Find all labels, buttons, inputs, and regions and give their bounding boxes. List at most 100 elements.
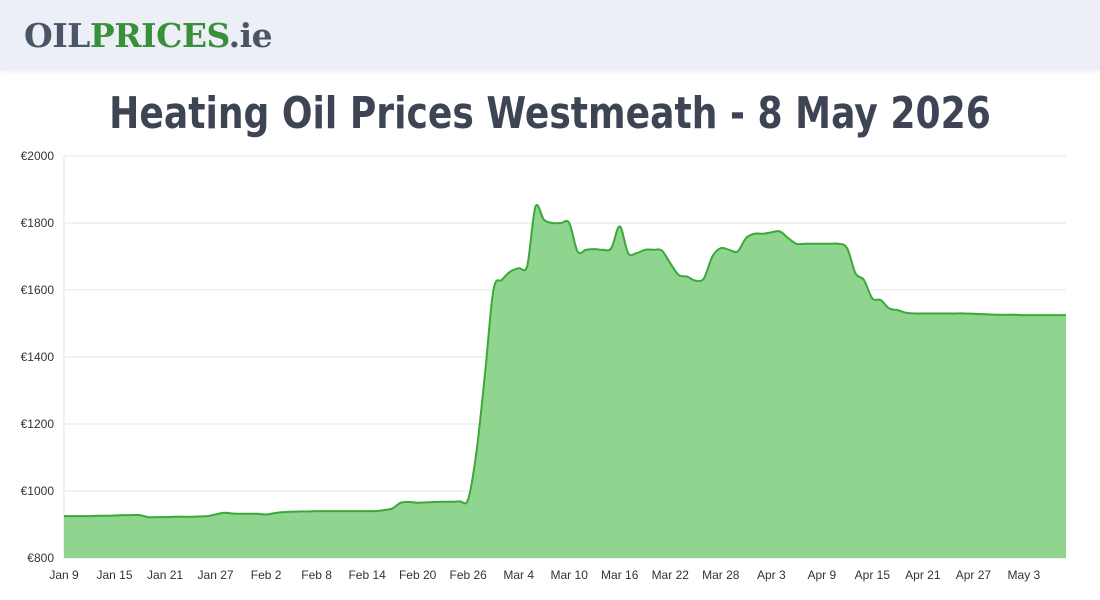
data-point[interactable] — [652, 249, 654, 251]
data-point[interactable] — [231, 512, 233, 514]
data-point[interactable] — [408, 501, 410, 503]
data-point[interactable] — [997, 314, 999, 316]
data-point[interactable] — [745, 237, 747, 239]
data-point[interactable] — [88, 515, 90, 517]
data-point[interactable] — [787, 237, 789, 239]
data-point[interactable] — [711, 255, 713, 257]
data-point[interactable] — [383, 509, 385, 511]
data-point[interactable] — [341, 510, 343, 512]
data-point[interactable] — [299, 510, 301, 512]
data-point[interactable] — [172, 516, 174, 518]
data-point[interactable] — [677, 274, 679, 276]
data-point[interactable] — [147, 516, 149, 518]
data-point[interactable] — [669, 262, 671, 264]
data-point[interactable] — [1014, 314, 1016, 316]
data-point[interactable] — [1006, 314, 1008, 316]
data-point[interactable] — [442, 501, 444, 503]
data-point[interactable] — [795, 243, 797, 245]
data-point[interactable] — [492, 289, 494, 291]
data-point[interactable] — [181, 516, 183, 518]
data-point[interactable] — [290, 511, 292, 513]
data-point[interactable] — [332, 510, 334, 512]
site-logo[interactable]: OILPRICES.ie — [24, 14, 273, 58]
data-point[interactable] — [947, 312, 949, 314]
data-point[interactable] — [762, 233, 764, 235]
data-point[interactable] — [324, 510, 326, 512]
data-point[interactable] — [517, 267, 519, 269]
data-point[interactable] — [804, 243, 806, 245]
data-point[interactable] — [1031, 314, 1033, 316]
data-point[interactable] — [349, 510, 351, 512]
data-point[interactable] — [635, 252, 637, 254]
data-point[interactable] — [96, 515, 98, 517]
data-point[interactable] — [265, 513, 267, 515]
data-point[interactable] — [240, 513, 242, 515]
data-point[interactable] — [273, 512, 275, 514]
data-point[interactable] — [164, 516, 166, 518]
data-point[interactable] — [602, 249, 604, 251]
data-point[interactable] — [1048, 314, 1050, 316]
data-point[interactable] — [880, 299, 882, 301]
data-point[interactable] — [391, 507, 393, 509]
data-point[interactable] — [661, 249, 663, 251]
data-point[interactable] — [80, 515, 82, 517]
data-point[interactable] — [854, 272, 856, 274]
data-point[interactable] — [459, 500, 461, 502]
data-point[interactable] — [223, 512, 225, 514]
data-point[interactable] — [475, 450, 477, 452]
data-point[interactable] — [846, 247, 848, 249]
data-point[interactable] — [1023, 314, 1025, 316]
data-point[interactable] — [315, 510, 317, 512]
data-point[interactable] — [1040, 314, 1042, 316]
data-point[interactable] — [374, 510, 376, 512]
data-point[interactable] — [837, 243, 839, 245]
data-point[interactable] — [155, 516, 157, 518]
data-point[interactable] — [551, 222, 553, 224]
data-point[interactable] — [105, 515, 107, 517]
data-point[interactable] — [467, 498, 469, 500]
data-point[interactable] — [189, 516, 191, 518]
data-point[interactable] — [720, 247, 722, 249]
data-point[interactable] — [501, 279, 503, 281]
data-point[interactable] — [871, 297, 873, 299]
data-point[interactable] — [248, 513, 250, 515]
data-point[interactable] — [585, 249, 587, 251]
data-point[interactable] — [358, 510, 360, 512]
data-point[interactable] — [610, 247, 612, 249]
data-point[interactable] — [450, 501, 452, 503]
data-point[interactable] — [644, 249, 646, 251]
data-point[interactable] — [214, 513, 216, 515]
data-point[interactable] — [509, 270, 511, 272]
data-point[interactable] — [543, 218, 545, 220]
data-point[interactable] — [576, 250, 578, 252]
data-point[interactable] — [905, 312, 907, 314]
data-point[interactable] — [989, 313, 991, 315]
data-point[interactable] — [619, 225, 621, 227]
data-point[interactable] — [122, 514, 124, 516]
data-point[interactable] — [753, 233, 755, 235]
data-point[interactable] — [130, 514, 132, 516]
data-point[interactable] — [888, 307, 890, 309]
data-point[interactable] — [972, 313, 974, 315]
data-point[interactable] — [63, 515, 65, 517]
data-point[interactable] — [1065, 314, 1067, 316]
data-point[interactable] — [770, 231, 772, 233]
data-point[interactable] — [400, 502, 402, 504]
data-point[interactable] — [282, 511, 284, 513]
data-point[interactable] — [425, 501, 427, 503]
data-point[interactable] — [728, 249, 730, 251]
data-point[interactable] — [139, 514, 141, 516]
data-point[interactable] — [981, 313, 983, 315]
data-point[interactable] — [198, 515, 200, 517]
data-point[interactable] — [779, 230, 781, 232]
data-point[interactable] — [736, 250, 738, 252]
data-point[interactable] — [534, 205, 536, 207]
data-point[interactable] — [812, 243, 814, 245]
data-point[interactable] — [955, 312, 957, 314]
data-point[interactable] — [71, 515, 73, 517]
data-point[interactable] — [913, 312, 915, 314]
data-point[interactable] — [593, 248, 595, 250]
data-point[interactable] — [307, 510, 309, 512]
data-point[interactable] — [939, 312, 941, 314]
data-point[interactable] — [416, 502, 418, 504]
